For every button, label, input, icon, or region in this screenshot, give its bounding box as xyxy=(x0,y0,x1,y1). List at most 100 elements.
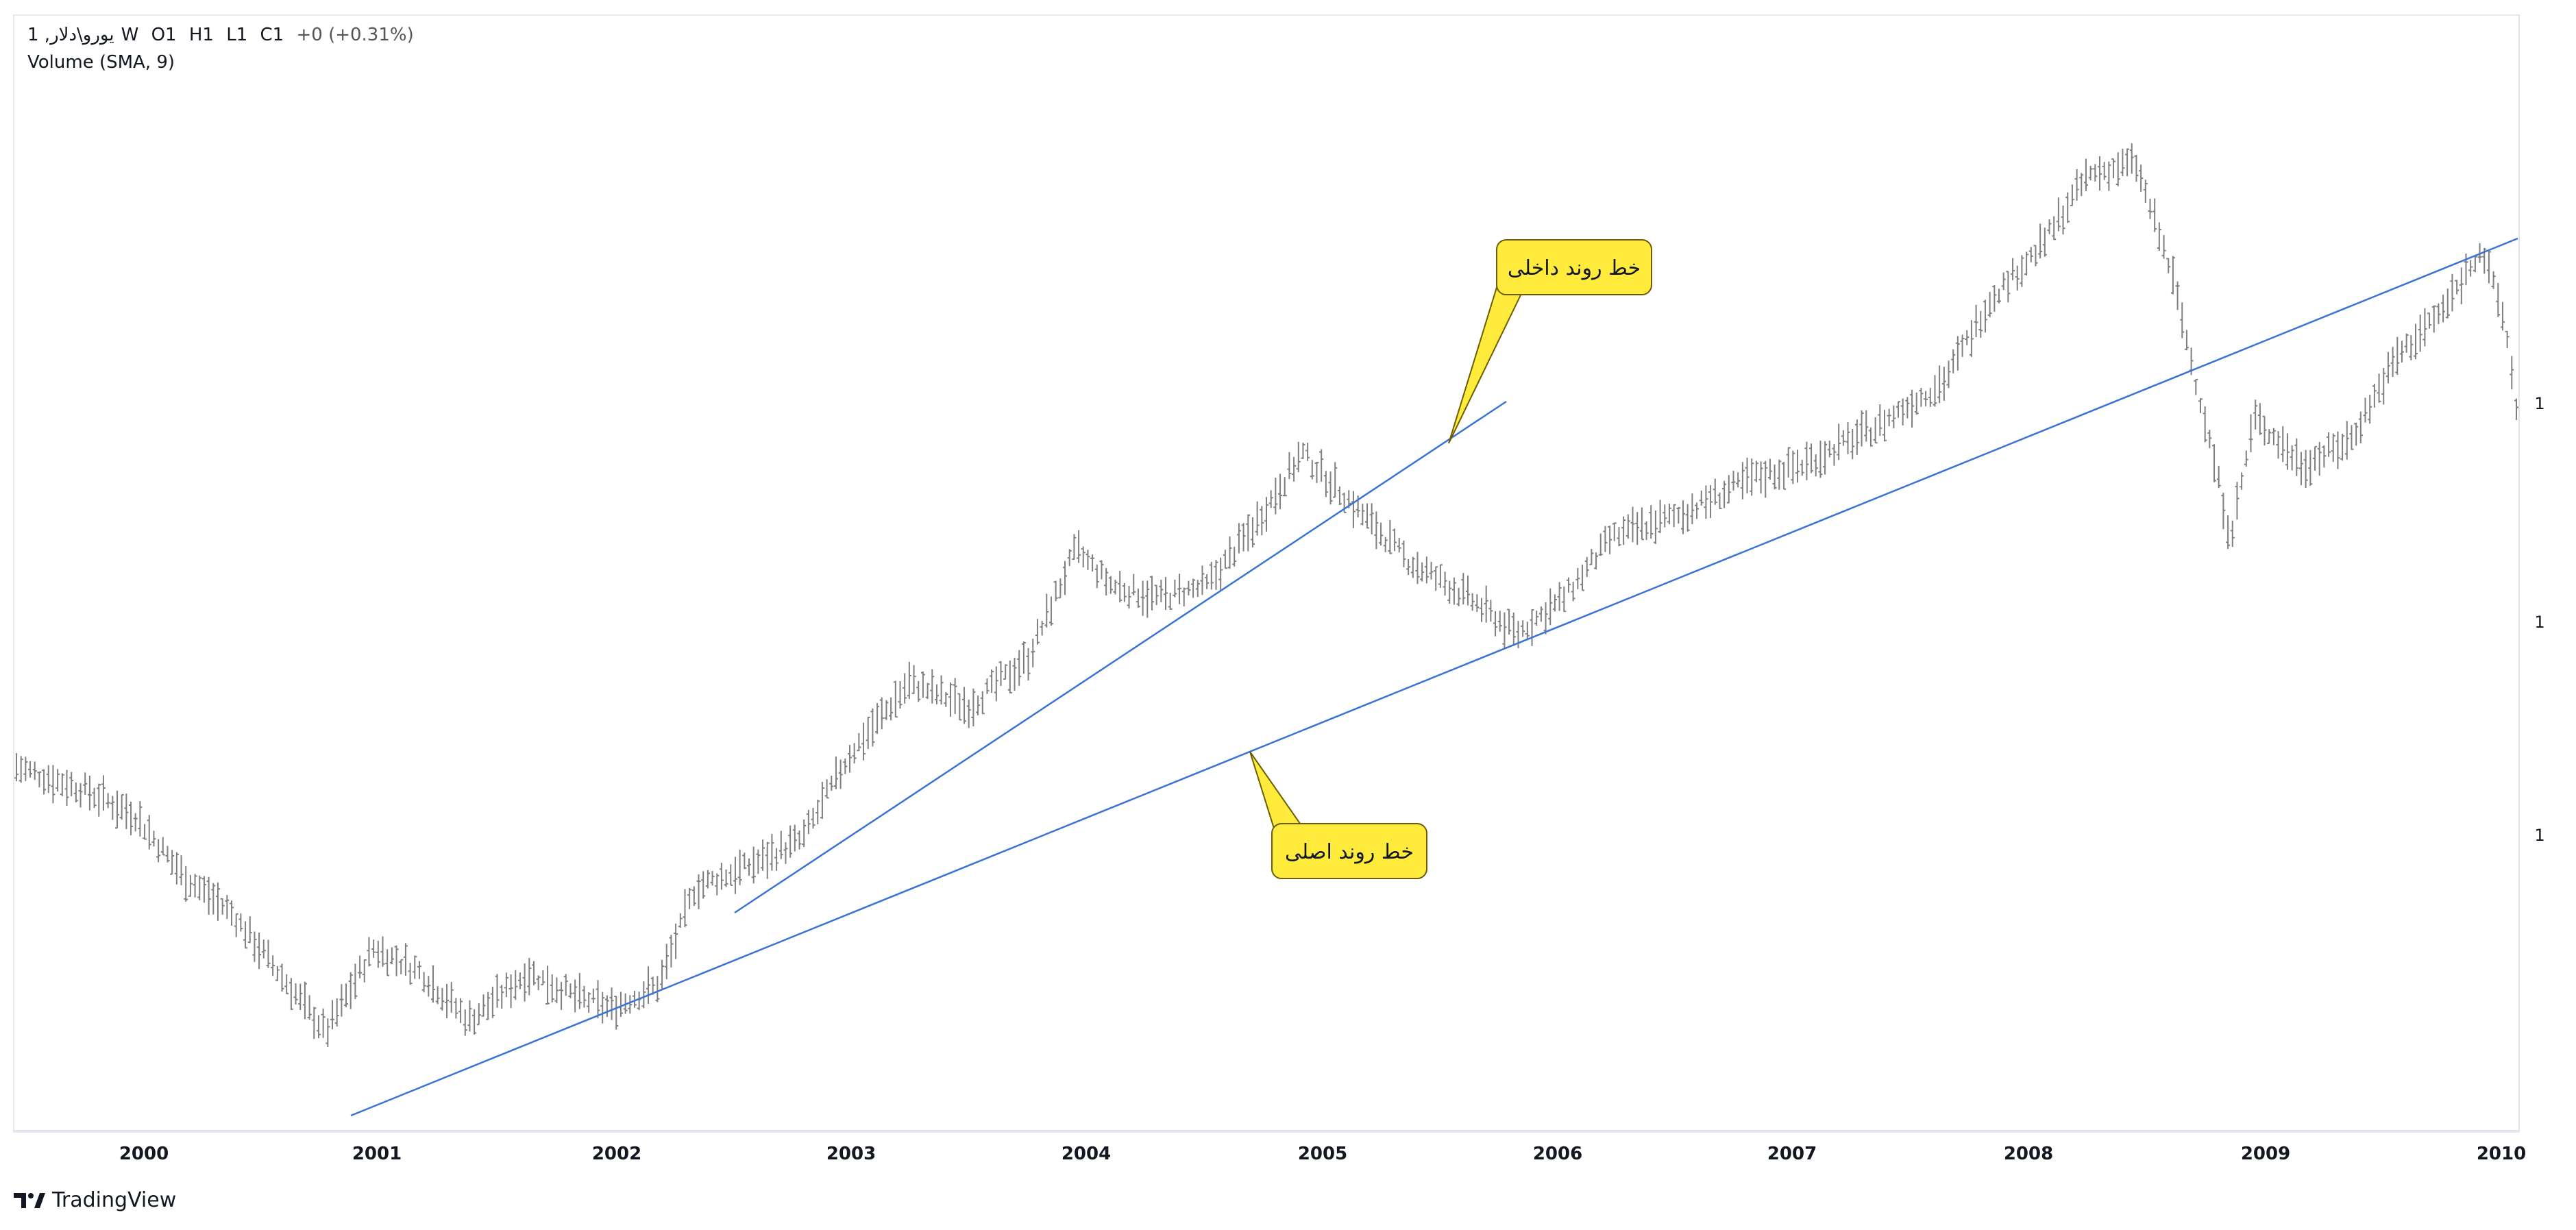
ohlc-bar xyxy=(2436,303,2441,325)
ohlc-bar xyxy=(1639,507,1644,541)
ohlc-bar xyxy=(1393,528,1397,552)
ohlc-bar xyxy=(2385,352,2390,384)
ohlc-bar xyxy=(545,965,550,1005)
ohlc-bar xyxy=(1978,310,1983,338)
ohlc-bar xyxy=(1933,375,1937,407)
ohlc-bar xyxy=(307,995,312,1020)
ohlc-bar xyxy=(1118,570,1123,603)
main-trendline[interactable] xyxy=(350,237,2518,1117)
ohlc-bar xyxy=(1919,388,1924,407)
ohlc-bar xyxy=(1136,588,1140,608)
ohlc-bar xyxy=(2335,431,2340,469)
ohlc-bar xyxy=(1077,530,1081,563)
ohlc-bar xyxy=(380,936,385,967)
ohlc-bar xyxy=(197,875,202,900)
ohlc-bar xyxy=(2368,395,2372,424)
ohlc-bar xyxy=(266,939,271,968)
ohlc-bar xyxy=(97,783,101,817)
ohlc-bar xyxy=(1461,573,1466,605)
tradingview-logo[interactable]: TradingView xyxy=(14,1188,176,1212)
ohlc-bar xyxy=(2033,245,2038,267)
ohlc-bar xyxy=(1383,537,1388,552)
ohlc-bar xyxy=(778,831,783,859)
ohlc-bar xyxy=(504,972,508,998)
ohlc-bar xyxy=(160,837,165,856)
ohlc-bar xyxy=(413,955,417,979)
ohlc-bar xyxy=(1255,501,1260,536)
x-tick-label: 2009 xyxy=(2241,1144,2290,1164)
ohlc-bar xyxy=(701,871,706,899)
ohlc-bar xyxy=(2244,450,2248,467)
ohlc-bar xyxy=(2015,265,2020,291)
ohlc-bar xyxy=(761,839,765,871)
ohlc-bar xyxy=(1420,562,1425,582)
ohlc-bar xyxy=(747,858,752,876)
ohlc-bar xyxy=(944,692,948,707)
main-trendline-callout[interactable]: خط روند اصلی xyxy=(1249,751,1427,879)
ohlc-bar xyxy=(1264,497,1268,532)
ohlc-bar xyxy=(691,886,696,907)
ohlc-bar xyxy=(133,813,138,832)
ohlc-bar xyxy=(312,1007,317,1040)
ohlc-bar xyxy=(2427,312,2432,329)
ohlc-bar xyxy=(467,1000,472,1032)
ohlc-bar xyxy=(1786,447,1791,478)
ohlc-bar xyxy=(925,682,930,700)
ohlc-bar xyxy=(1484,585,1488,623)
ohlc-bar xyxy=(2024,251,2029,276)
inner-trendline-callout-box xyxy=(1496,239,1652,295)
ohlc-bar xyxy=(2510,356,2514,390)
ohlc-bar xyxy=(1754,460,1758,482)
inner-trendline-callout[interactable]: خط روند داخلی xyxy=(1448,239,1652,444)
ohlc-bar xyxy=(243,921,248,949)
ohlc-bar xyxy=(990,669,994,693)
ohlc-bar xyxy=(2445,288,2450,319)
ohlc-bar xyxy=(614,996,619,1030)
ohlc-bar xyxy=(513,970,518,1000)
ohlc-bar xyxy=(1218,557,1223,592)
x-tick-label: 2000 xyxy=(119,1144,169,1164)
ohlc-bar xyxy=(1319,449,1324,482)
ohlc-bar xyxy=(1868,427,1873,447)
ohlc-bar xyxy=(2001,272,2006,291)
ohlc-bar xyxy=(481,994,486,1017)
ohlc-bar xyxy=(1928,388,1933,407)
ohlc-bar xyxy=(1241,523,1246,552)
ohlc-bar xyxy=(2317,442,2322,476)
ohlc-bar xyxy=(1663,504,1667,528)
ohlc-bar xyxy=(1845,422,1850,454)
ohlc-bar xyxy=(655,976,660,1003)
ohlc-bar xyxy=(458,998,463,1024)
ohlc-bar xyxy=(1649,505,1654,539)
ohlc-bar xyxy=(330,1000,335,1030)
ohlc-bar xyxy=(1021,641,1026,674)
ohlc-bar xyxy=(334,998,339,1027)
inner-trendline[interactable] xyxy=(734,400,1507,914)
ohlc-bar xyxy=(1388,519,1393,554)
ohlc-bar xyxy=(426,976,431,997)
ohlc-bar xyxy=(394,945,399,976)
ohlc-bar xyxy=(587,992,591,1013)
ohlc-bar xyxy=(1905,397,1910,419)
ohlc-bar xyxy=(32,761,37,780)
ohlc-bar xyxy=(490,986,495,1018)
ohlc-bar xyxy=(1003,664,1008,680)
ohlc-bar xyxy=(106,793,110,809)
ohlc-bar xyxy=(252,931,257,962)
ohlc-bar xyxy=(797,830,802,850)
ohlc-bar xyxy=(1209,561,1214,590)
ohlc-bar xyxy=(92,787,97,809)
ohlc-bar xyxy=(1456,587,1461,606)
ohlc-bar xyxy=(316,1015,321,1039)
ohlc-bar xyxy=(2170,256,2175,295)
ohlc-bar xyxy=(284,974,289,994)
ohlc-bar xyxy=(861,722,866,761)
ohlc-bar xyxy=(833,756,838,789)
ohlc-bar xyxy=(1159,580,1164,602)
ohlc-bar xyxy=(1287,452,1292,480)
ohlc-bar xyxy=(403,943,408,976)
ohlc-bar xyxy=(1612,522,1617,541)
ohlc-bar xyxy=(1475,594,1480,612)
ohlc-bar xyxy=(170,850,175,875)
